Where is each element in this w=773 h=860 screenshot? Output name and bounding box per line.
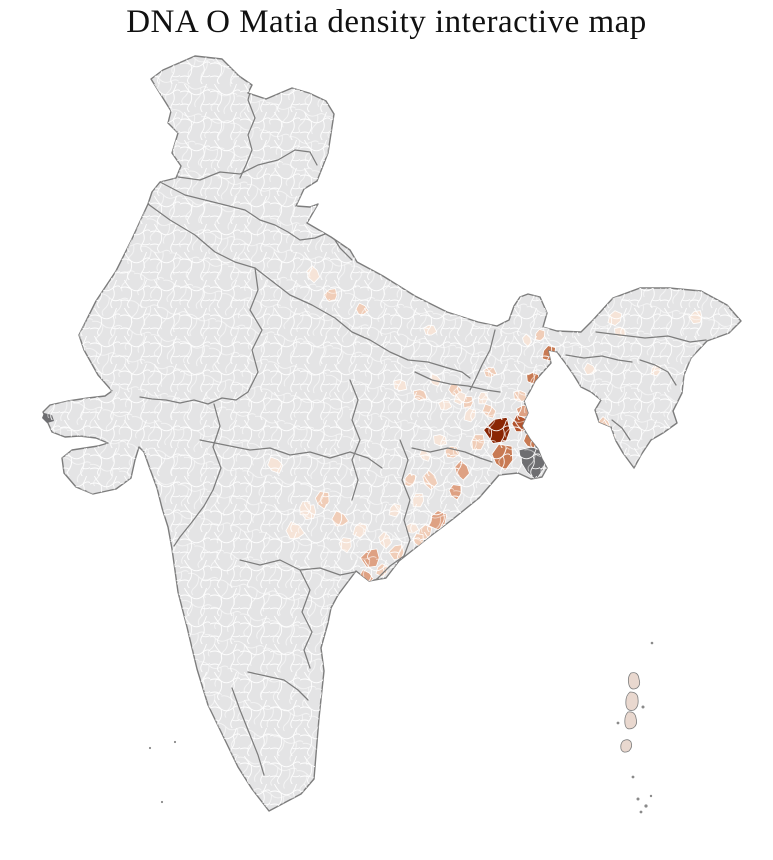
- page-title: DNA O Matia density interactive map: [126, 4, 647, 40]
- small-islets: [148, 641, 654, 814]
- state-borders: [139, 84, 707, 776]
- andaman-islands[interactable]: [620, 672, 641, 753]
